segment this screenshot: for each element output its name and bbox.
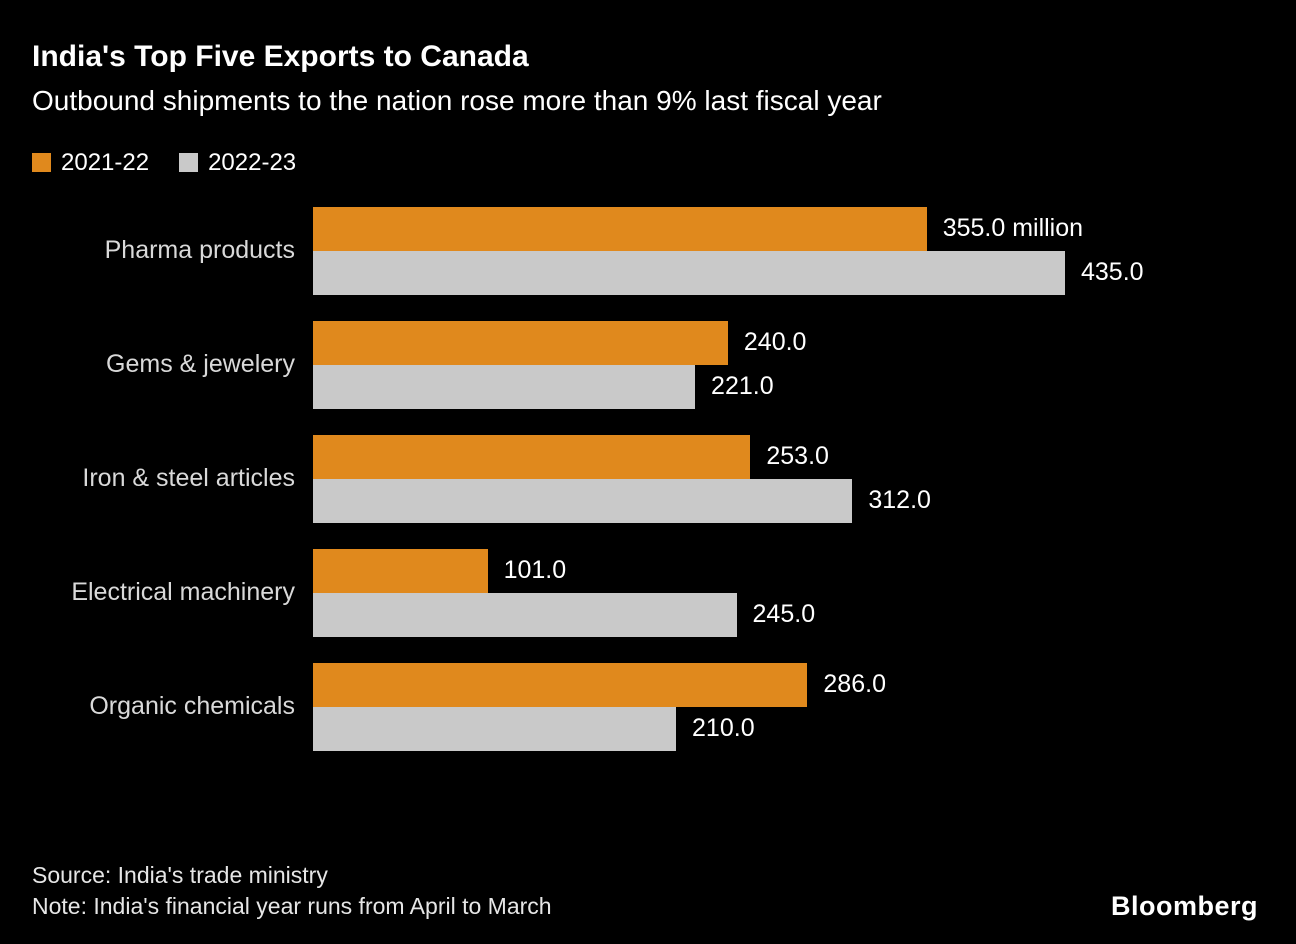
bar-2021-22 bbox=[313, 548, 488, 593]
legend-swatch bbox=[179, 153, 199, 173]
legend: 2021-22 2022-23 bbox=[32, 149, 1264, 177]
bar-value-label: 210.0 bbox=[692, 714, 755, 743]
bar-line: 245.0 bbox=[313, 592, 816, 637]
bar-2022-23 bbox=[313, 592, 737, 637]
category-label: Iron & steel articles bbox=[82, 464, 295, 493]
chart-row: Gems & jewelery 240.0 221.0 bbox=[0, 320, 1296, 409]
chart-row: Organic chemicals 286.0 210.0 bbox=[0, 662, 1296, 751]
bar-group: 101.0 245.0 bbox=[313, 548, 816, 637]
bar-2021-22 bbox=[313, 320, 728, 365]
chart-subtitle: Outbound shipments to the nation rose mo… bbox=[32, 84, 882, 116]
chart-row: Pharma products 355.0 million 435.0 bbox=[0, 206, 1296, 295]
bar-group: 253.0 312.0 bbox=[313, 434, 931, 523]
bar-line: 101.0 bbox=[313, 548, 815, 593]
bar-value-label: 101.0 bbox=[503, 556, 567, 585]
legend-label: 2022-23 bbox=[208, 148, 297, 176]
bar-2022-23 bbox=[313, 706, 677, 751]
bar-line: 312.0 bbox=[313, 478, 931, 523]
chart: Pharma products 355.0 million 435.0 Gems & … bbox=[0, 206, 1296, 751]
bar-line: 240.0 bbox=[313, 320, 807, 365]
legend-swatch bbox=[32, 153, 51, 173]
bar-value-label: 312.0 bbox=[868, 486, 931, 515]
bar-value-label: 245.0 bbox=[752, 600, 816, 629]
bar-group: 240.0 221.0 bbox=[313, 320, 807, 409]
bar-value-label: 253.0 bbox=[766, 442, 829, 471]
bar-2022-23 bbox=[313, 364, 696, 409]
bar-line: 210.0 bbox=[313, 706, 886, 751]
bar-value-label: 435.0 bbox=[1081, 258, 1144, 287]
legend-label: 2021-22 bbox=[61, 148, 150, 176]
header: India's Top Five Exports to Canada Outbo… bbox=[0, 0, 1296, 117]
bar-value-label: 286.0 bbox=[823, 670, 886, 699]
chart-title: India's Top Five Exports to Canada bbox=[32, 40, 529, 73]
bar-value-label: 240.0 bbox=[743, 328, 807, 357]
bar-line: 253.0 bbox=[313, 434, 931, 479]
bar-2021-22 bbox=[313, 206, 927, 251]
bar-2022-23 bbox=[313, 250, 1065, 295]
bar-2021-22 bbox=[313, 434, 751, 479]
chart-row: Electrical machinery 101.0 245.0 bbox=[0, 548, 1296, 637]
legend-item: 2021-22 bbox=[32, 149, 149, 177]
category-label: Organic chemicals bbox=[89, 692, 295, 721]
bar-2022-23 bbox=[313, 478, 853, 523]
bar-value-label: 355.0 million bbox=[942, 214, 1084, 243]
bar-line: 355.0 million bbox=[313, 206, 1144, 251]
chart-row: Iron & steel articles 253.0 312.0 bbox=[0, 434, 1296, 523]
bar-line: 286.0 bbox=[313, 662, 886, 707]
bar-group: 355.0 million 435.0 bbox=[313, 206, 1144, 295]
category-label: Pharma products bbox=[104, 236, 295, 265]
category-label: Electrical machinery bbox=[71, 578, 295, 607]
bar-2021-22 bbox=[313, 662, 808, 707]
bloomberg-logo: Bloomberg bbox=[1110, 891, 1258, 921]
footer: Source: India's trade ministry Note: Ind… bbox=[32, 860, 1258, 922]
bar-value-label: 221.0 bbox=[711, 372, 774, 401]
note-text: Note: India's financial year runs from A… bbox=[32, 892, 552, 919]
bar-line: 435.0 bbox=[313, 250, 1144, 295]
category-label: Gems & jewelery bbox=[106, 350, 295, 379]
bar-line: 221.0 bbox=[313, 364, 806, 409]
source-text: Source: India's trade ministry bbox=[32, 861, 328, 888]
legend-item: 2022-23 bbox=[179, 149, 296, 177]
source-note: Source: India's trade ministry Note: Ind… bbox=[32, 860, 552, 922]
bar-group: 286.0 210.0 bbox=[313, 662, 886, 751]
